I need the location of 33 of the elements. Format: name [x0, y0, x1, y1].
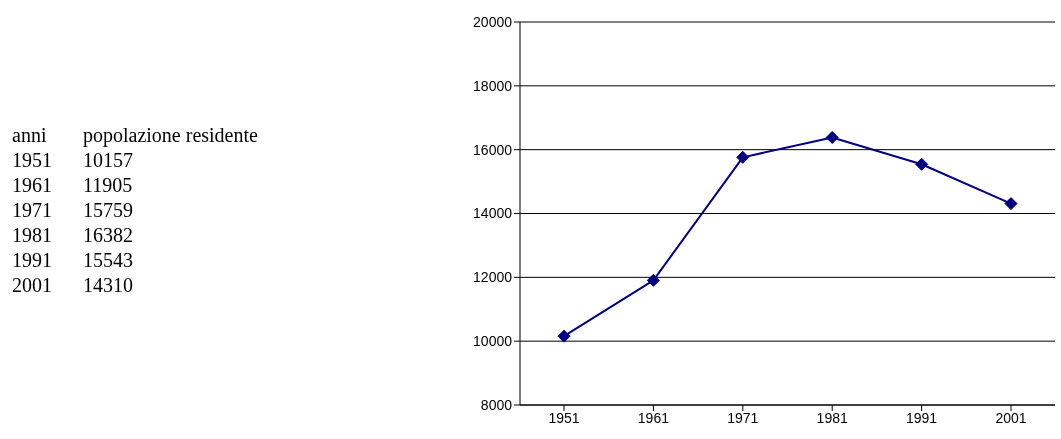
- text: 14310: [83, 274, 134, 298]
- text: 1971: [12, 199, 53, 223]
- text: 1951: [12, 149, 53, 173]
- x-tick-label: 1961: [637, 409, 670, 426]
- y-tick-label: 12000: [473, 269, 513, 286]
- point: [915, 157, 929, 171]
- text: 11905: [83, 174, 134, 198]
- point: [825, 130, 839, 144]
- x-tick-label: 2001: [995, 409, 1027, 426]
- point: [736, 150, 750, 164]
- text: 1961: [12, 174, 53, 198]
- point: [646, 273, 660, 287]
- text: 15759: [83, 199, 134, 223]
- text: 1991: [12, 249, 53, 273]
- x-tick-label: 1981: [816, 409, 848, 426]
- text: 16382: [83, 224, 134, 248]
- text: anni: [12, 124, 48, 148]
- y-tick-label: 10000: [473, 333, 513, 350]
- y-tick-label: 8000: [480, 396, 513, 413]
- text: 15543: [83, 249, 134, 273]
- y-tick-label: 20000: [473, 13, 513, 30]
- x-tick-label: 1971: [727, 409, 759, 426]
- x-tick-label: 1991: [906, 409, 938, 426]
- point: [1004, 197, 1018, 211]
- y-tick-label: 18000: [473, 77, 513, 94]
- y-tick-label: 14000: [473, 205, 513, 222]
- y-tick-label: 16000: [473, 141, 513, 158]
- text: popolazione residente: [83, 124, 258, 149]
- point: [557, 329, 571, 343]
- x-tick-label: 1951: [548, 409, 580, 426]
- text: 2001: [12, 274, 53, 298]
- text: 10157: [83, 149, 134, 173]
- text: 1981: [12, 224, 53, 248]
